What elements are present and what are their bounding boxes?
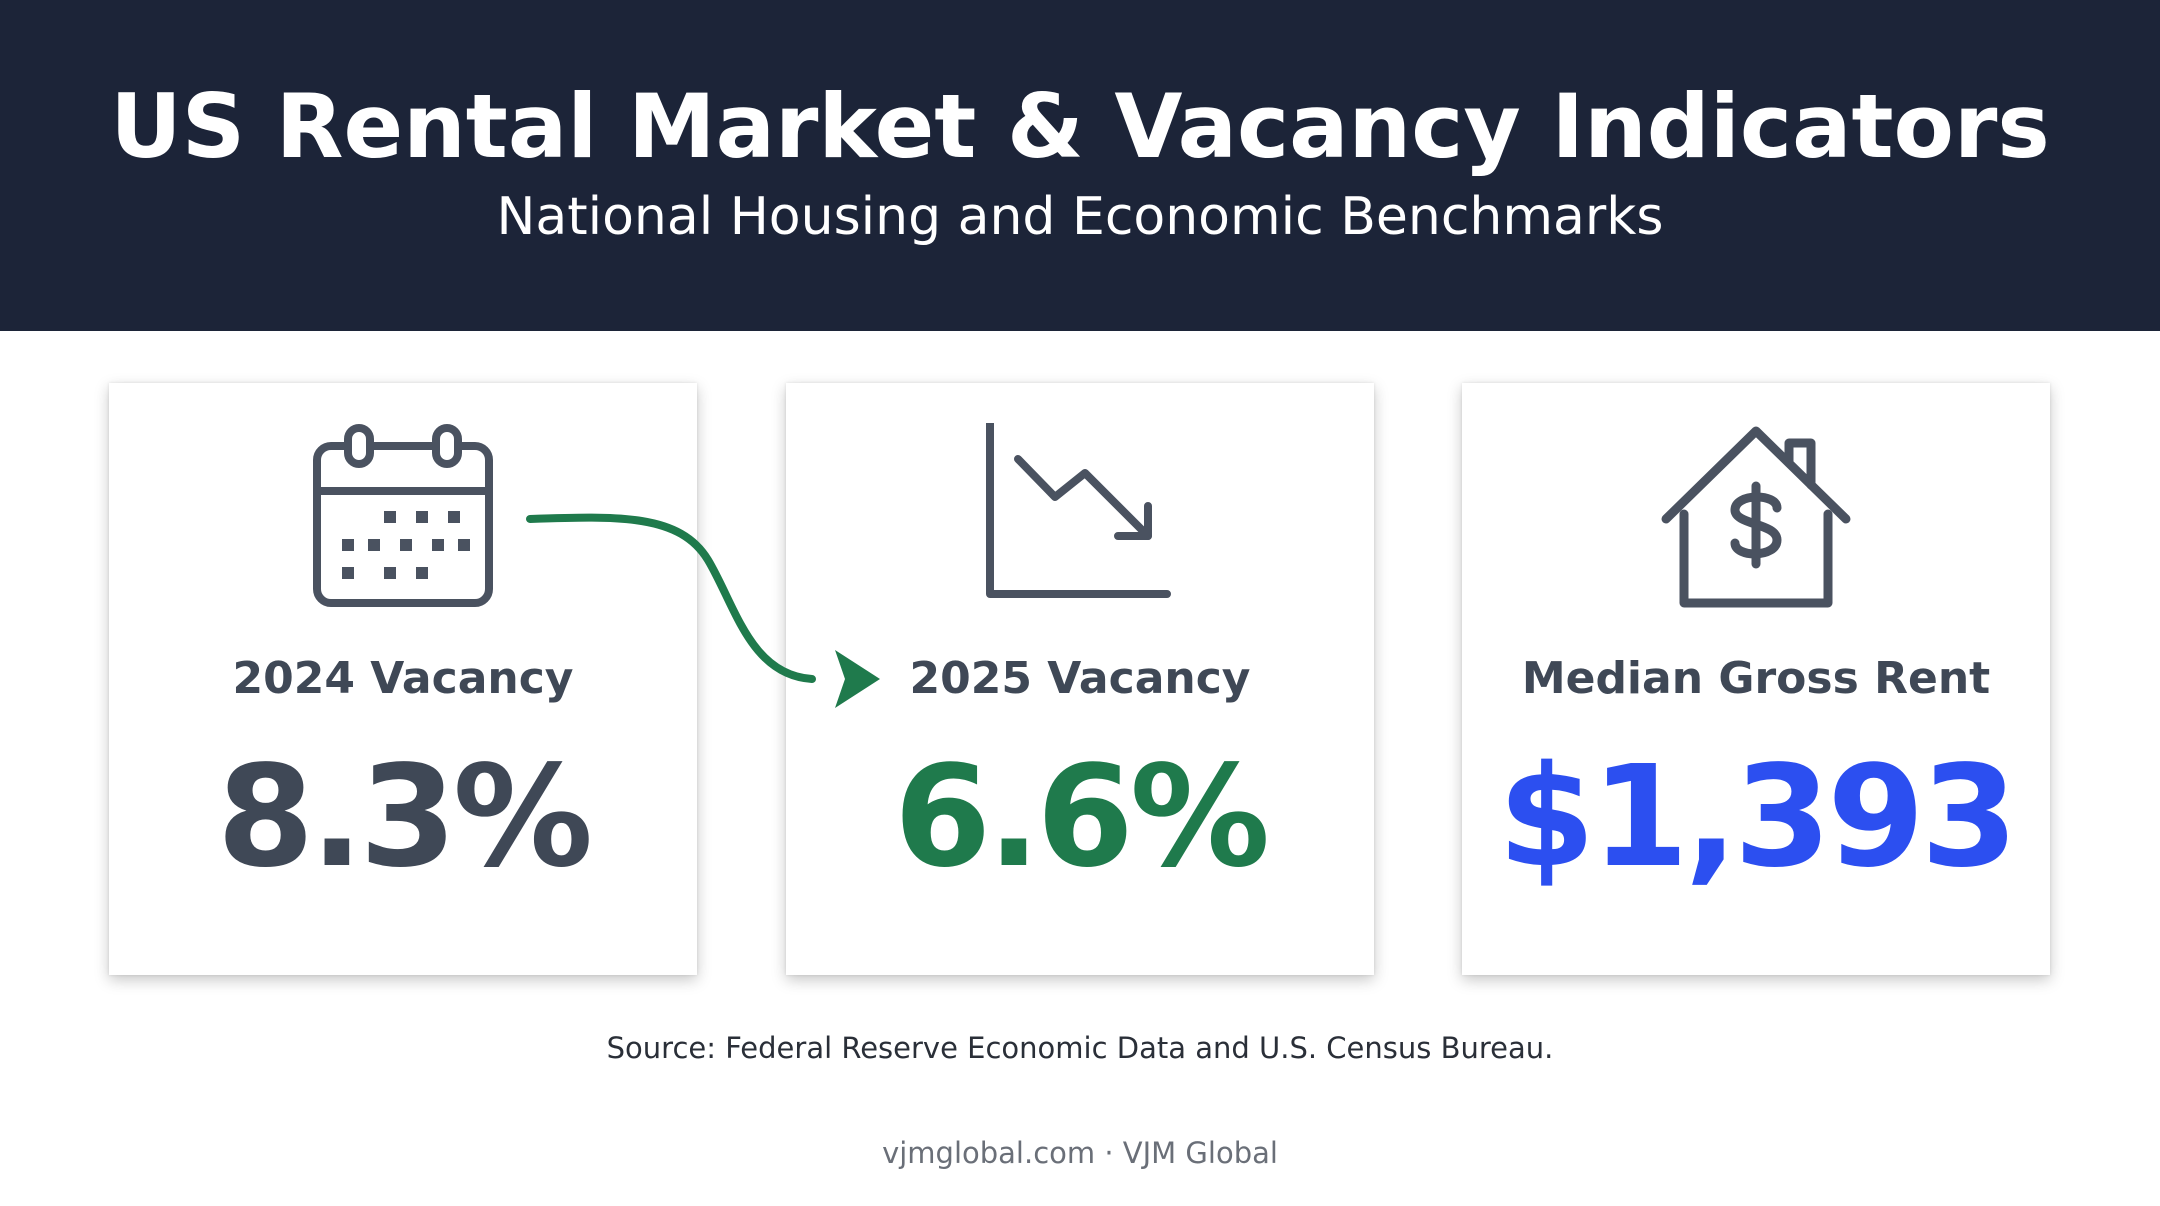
footer-credit: vjmglobal.com · VJM Global [882,1136,1278,1170]
card-median-gross-rent: Median Gross Rent $1,393 [1462,383,2050,975]
page-title: US Rental Market & Vacancy Indicators [110,75,2050,178]
trend-down-chart-icon [786,423,1374,613]
card-label: Median Gross Rent [1521,653,1991,704]
calendar-icon [109,423,697,613]
house-dollar-icon [1462,423,2050,613]
header-banner: US Rental Market & Vacancy Indicators Na… [0,0,2160,331]
card-2025-vacancy: 2025 Vacancy 6.6% [786,383,1374,975]
source-note: Source: Federal Reserve Economic Data an… [606,1031,1554,1065]
card-value: $1,393 [1497,736,2018,899]
card-value: 6.6% [893,736,1270,899]
card-2024-vacancy: 2024 Vacancy 8.3% [109,383,697,975]
card-value: 8.3% [216,736,593,899]
page-subtitle: National Housing and Economic Benchmarks [496,187,1664,247]
card-label: 2025 Vacancy [909,653,1251,704]
card-label: 2024 Vacancy [232,653,574,704]
